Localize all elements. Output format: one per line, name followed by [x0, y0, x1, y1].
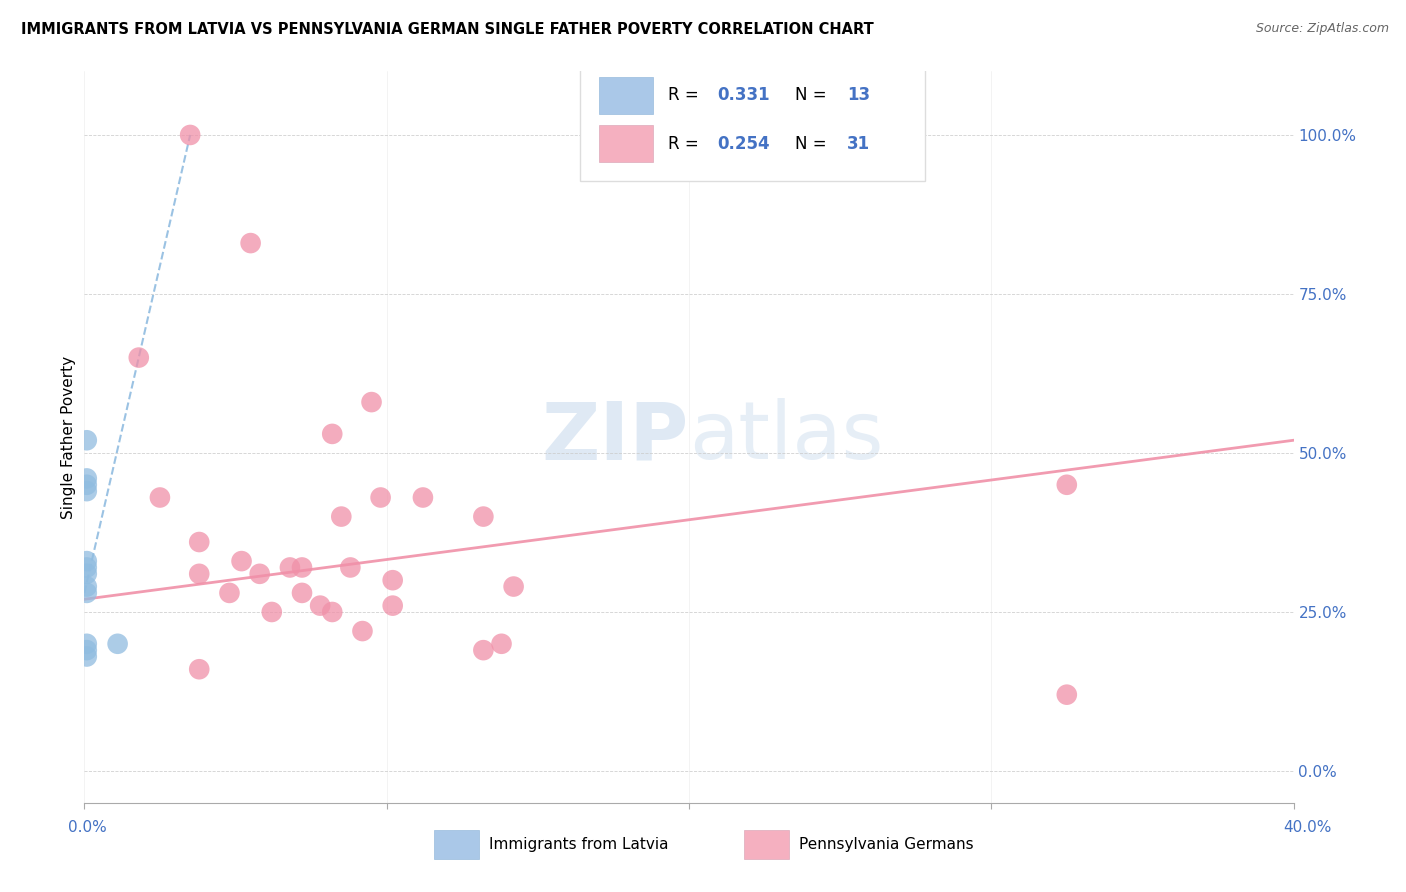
Text: 40.0%: 40.0%	[1284, 821, 1331, 835]
Text: 0.254: 0.254	[717, 135, 769, 153]
Point	[291, 586, 314, 600]
Point	[149, 491, 172, 505]
Text: N =: N =	[796, 87, 832, 104]
Point	[381, 599, 404, 613]
Point	[76, 643, 98, 657]
Text: 31: 31	[848, 135, 870, 153]
Point	[76, 566, 98, 581]
Point	[278, 560, 301, 574]
Y-axis label: Single Father Poverty: Single Father Poverty	[60, 356, 76, 518]
Point	[76, 434, 98, 448]
Point	[76, 580, 98, 594]
Point	[76, 471, 98, 485]
Text: Pennsylvania Germans: Pennsylvania Germans	[799, 838, 973, 852]
Point	[260, 605, 283, 619]
Point	[1056, 477, 1078, 491]
Point	[321, 426, 343, 441]
Text: 0.0%: 0.0%	[67, 821, 107, 835]
Point	[1056, 688, 1078, 702]
Point	[321, 605, 343, 619]
Point	[291, 560, 314, 574]
Point	[107, 637, 129, 651]
Point	[472, 509, 495, 524]
Text: atlas: atlas	[689, 398, 883, 476]
Point	[370, 491, 392, 505]
Text: N =: N =	[796, 135, 832, 153]
Point	[76, 637, 98, 651]
Point	[218, 586, 240, 600]
Point	[128, 351, 150, 365]
Point	[502, 580, 524, 594]
Point	[188, 566, 211, 581]
Text: Immigrants from Latvia: Immigrants from Latvia	[489, 838, 669, 852]
FancyBboxPatch shape	[581, 61, 925, 181]
Text: Source: ZipAtlas.com: Source: ZipAtlas.com	[1256, 22, 1389, 36]
Text: ZIP: ZIP	[541, 398, 689, 476]
Text: R =: R =	[668, 87, 704, 104]
Text: IMMIGRANTS FROM LATVIA VS PENNSYLVANIA GERMAN SINGLE FATHER POVERTY CORRELATION : IMMIGRANTS FROM LATVIA VS PENNSYLVANIA G…	[21, 22, 875, 37]
Point	[188, 535, 211, 549]
Point	[381, 573, 404, 587]
Point	[239, 236, 262, 251]
Point	[360, 395, 382, 409]
FancyBboxPatch shape	[599, 78, 652, 114]
Point	[330, 509, 353, 524]
Text: 0.331: 0.331	[717, 87, 769, 104]
Point	[491, 637, 513, 651]
Point	[179, 128, 201, 142]
Text: R =: R =	[668, 135, 704, 153]
Point	[231, 554, 253, 568]
Point	[76, 560, 98, 574]
Point	[309, 599, 332, 613]
Point	[249, 566, 271, 581]
Point	[76, 649, 98, 664]
Point	[188, 662, 211, 676]
Point	[76, 554, 98, 568]
Point	[412, 491, 434, 505]
Point	[76, 586, 98, 600]
Text: 13: 13	[848, 87, 870, 104]
FancyBboxPatch shape	[599, 126, 652, 162]
Point	[76, 477, 98, 491]
Point	[76, 484, 98, 499]
Point	[472, 643, 495, 657]
Point	[339, 560, 361, 574]
Point	[352, 624, 374, 638]
